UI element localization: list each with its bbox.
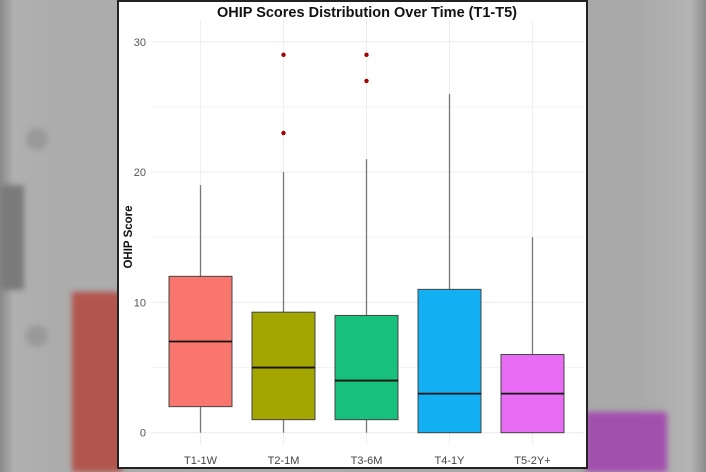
background-blur-dot xyxy=(26,128,48,150)
y-tick-label: 30 xyxy=(134,37,146,49)
x-tick-label: T2-1M xyxy=(268,455,300,467)
box-T2-1M xyxy=(251,311,316,421)
background-blur-text xyxy=(0,185,24,290)
outlier-point xyxy=(281,130,286,136)
x-tick-label: T1-1W xyxy=(184,455,218,467)
y-tick-label: 0 xyxy=(140,428,146,440)
background-blur-purple xyxy=(585,412,667,472)
box-T4-1Y xyxy=(417,288,482,434)
background-blur-red xyxy=(72,292,122,472)
x-tick-label: T5-2Y+ xyxy=(514,455,550,467)
y-tick-label: 10 xyxy=(134,297,146,309)
y-axis-label: OHIP Score xyxy=(123,205,135,268)
outlier-point xyxy=(364,78,369,84)
outlier-point xyxy=(364,52,369,58)
outlier-point xyxy=(281,52,286,58)
x-tick-label: T4-1Y xyxy=(435,455,466,467)
box-T3-6M xyxy=(334,314,399,421)
background-blur-dot xyxy=(26,325,48,347)
y-tick-label: 20 xyxy=(134,167,146,179)
chart-title: OHIP Scores Distribution Over Time (T1-T… xyxy=(217,5,517,21)
x-tick-label: T3-6M xyxy=(351,455,383,467)
